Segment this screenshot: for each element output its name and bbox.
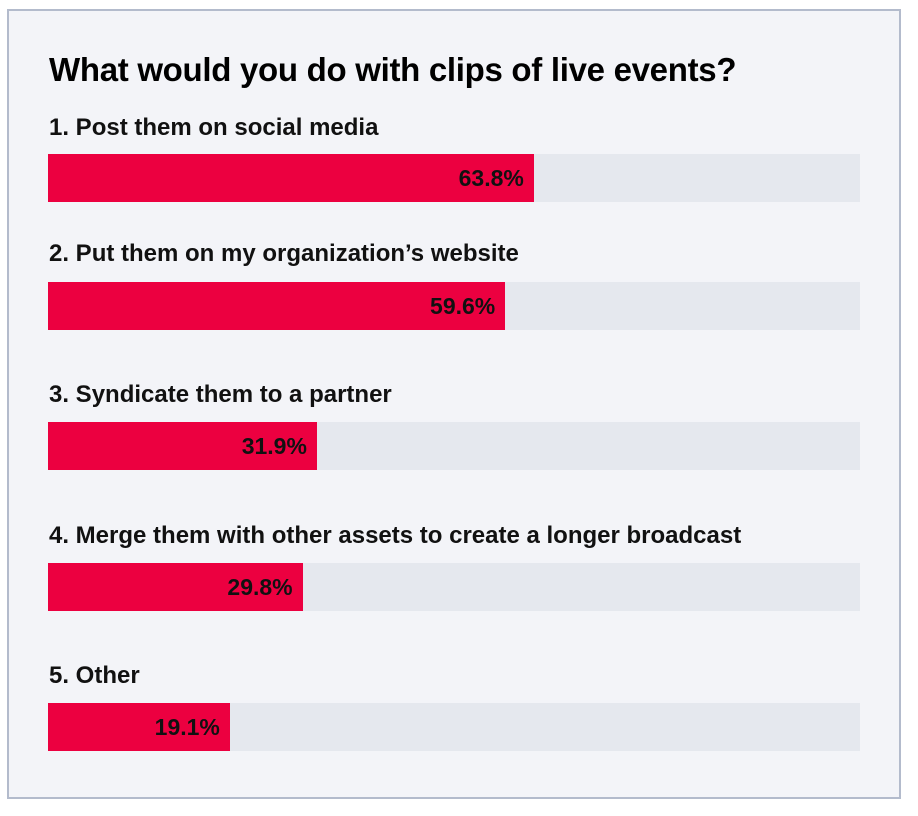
bar: 59.6%: [48, 282, 506, 330]
bar-track: 63.8%: [48, 154, 860, 202]
chart-panel: What would you do with clips of live eve…: [7, 9, 901, 799]
value-label: 63.8%: [458, 165, 524, 191]
bar: 19.1%: [48, 703, 230, 751]
bar: 63.8%: [48, 154, 534, 202]
bar-track: 29.8%: [48, 563, 860, 611]
bar: 29.8%: [48, 563, 303, 611]
chart-title: What would you do with clips of live eve…: [49, 51, 737, 88]
bar-track: 59.6%: [48, 282, 860, 330]
category-label: 4. Merge them with other assets to creat…: [49, 522, 742, 549]
category-label: 5. Other: [49, 662, 140, 689]
value-label: 19.1%: [154, 714, 220, 740]
category-label: 3. Syndicate them to a partner: [49, 381, 392, 408]
value-label: 59.6%: [430, 293, 496, 319]
category-label: 1. Post them on social media: [49, 114, 379, 141]
value-label: 31.9%: [241, 433, 307, 459]
bar: 31.9%: [48, 422, 317, 470]
bar-track: 31.9%: [48, 422, 860, 470]
bar-track: 19.1%: [48, 703, 860, 751]
value-label: 29.8%: [227, 574, 293, 600]
category-label: 2. Put them on my organization’s website: [49, 240, 519, 267]
